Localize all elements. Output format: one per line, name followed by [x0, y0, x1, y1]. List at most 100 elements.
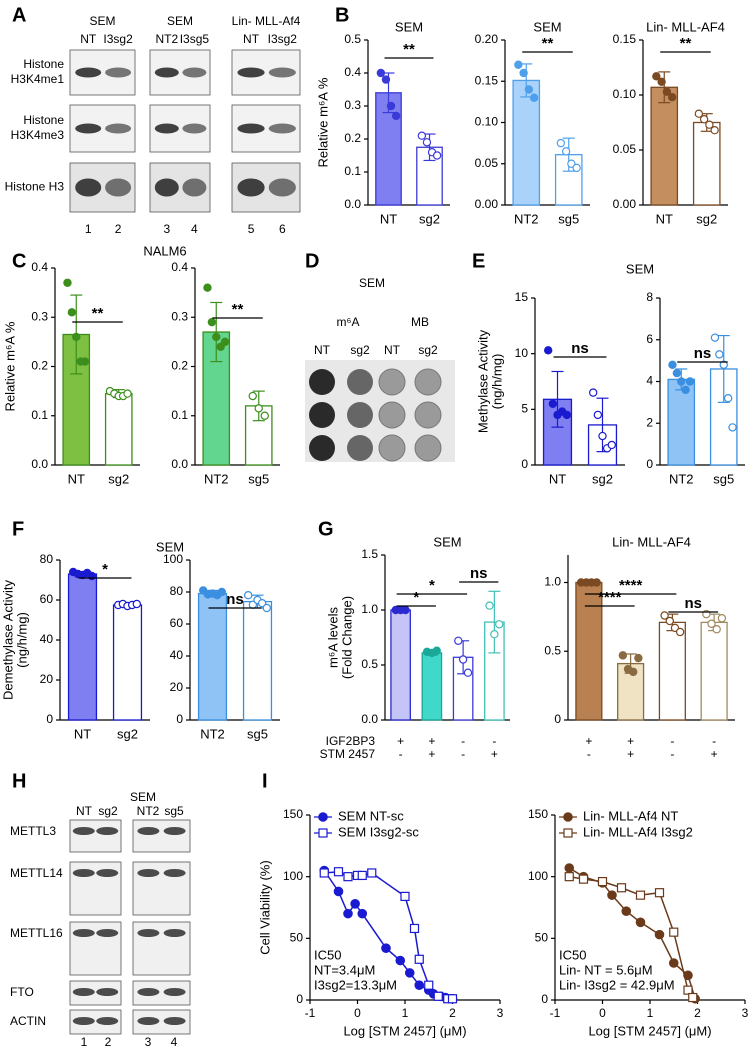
y-axis-label: (Fold Change): [339, 596, 354, 679]
y-tick-label: 2: [646, 415, 653, 429]
data-point: [681, 385, 690, 395]
y-tick-label: 0: [176, 712, 183, 726]
marker: [688, 992, 698, 1003]
data-point: [454, 636, 463, 646]
blot-band: [154, 67, 179, 78]
y-tick-label: 0.0: [171, 457, 188, 471]
data-point: [254, 404, 263, 413]
x-tick-label: sg5: [247, 726, 268, 741]
marker: [635, 917, 646, 928]
blot-band: [105, 123, 132, 134]
y-tick-label: 0.10: [475, 115, 499, 129]
x-axis-label: Log [STM 2457] (μM): [343, 1023, 466, 1038]
data-point: [657, 77, 666, 87]
chart-title: SEM: [433, 534, 461, 549]
condition-sign: -: [492, 734, 496, 748]
chart-title: SEM: [626, 261, 654, 276]
x-tick-label: sg5: [248, 471, 269, 486]
marker: [564, 863, 575, 873]
lane-number: 1: [81, 1035, 88, 1049]
y-tick-label: 1.5: [361, 547, 378, 561]
y-tick-label: 15: [515, 290, 529, 304]
y-tick-label: 40: [40, 632, 54, 646]
significance-label: ns: [571, 340, 589, 357]
data-point: [217, 587, 226, 597]
lane-label: NT: [76, 804, 93, 818]
x-tick-label: sg2: [108, 471, 129, 486]
y-tick-label: 100: [528, 869, 548, 883]
x-tick-label: NT2: [204, 471, 229, 486]
condition-sign: -: [587, 747, 591, 761]
significance-label: **: [92, 305, 104, 322]
bar: [692, 121, 721, 206]
lane-label: sg5: [164, 804, 184, 818]
blot-band: [72, 929, 95, 937]
y-tick-label: 10: [515, 346, 529, 360]
y-tick-label: 0.2: [31, 359, 48, 373]
y-tick-label: 8: [646, 290, 653, 304]
panel-letter: A: [12, 4, 26, 26]
data-point: [220, 337, 230, 347]
y-tick-label: 0.3: [171, 309, 188, 323]
x-tick-label: NT: [380, 211, 397, 226]
lane-label: sg2: [350, 343, 370, 357]
row-label: METTL3: [10, 824, 56, 838]
blot-band: [163, 827, 186, 835]
x-tick-label: NT: [74, 726, 91, 741]
data-point: [544, 346, 553, 355]
marker: [367, 868, 377, 878]
significance-label: **: [232, 301, 244, 318]
data-point: [710, 125, 719, 135]
chart-title: Lin- MLL-AF4: [612, 534, 691, 549]
data-point: [67, 308, 77, 317]
panel-letter: G: [318, 518, 334, 540]
data-point: [707, 619, 716, 628]
y-tick-label: 0.0: [361, 712, 378, 726]
marker: [319, 868, 329, 878]
row-label: Histone H3: [5, 180, 65, 194]
data-point: [490, 630, 499, 639]
y-tick-label: 60: [40, 592, 54, 606]
data-point: [548, 399, 558, 408]
legend-marker: [318, 812, 328, 822]
annotation: IC50: [314, 947, 341, 962]
marker: [668, 958, 679, 968]
bar: [197, 592, 228, 721]
marker: [357, 870, 367, 881]
blot-band: [105, 178, 132, 197]
data-point: [207, 317, 217, 327]
marker: [447, 994, 458, 1004]
blot-group-title: SEM: [167, 14, 193, 28]
blot-title: SEM: [130, 790, 156, 804]
marker: [683, 985, 693, 995]
data-point: [212, 332, 221, 342]
data-point: [524, 85, 534, 94]
y-tick-label: 20: [170, 680, 184, 694]
data-point: [123, 389, 132, 398]
blot-title: SEM: [359, 276, 385, 290]
y-tick-label: 4: [646, 374, 653, 388]
y-tick-label: 0: [46, 712, 53, 726]
data-point: [260, 411, 269, 420]
y-tick-label: 100: [283, 869, 303, 883]
lane-label: sg2: [98, 804, 118, 818]
data-point: [672, 368, 682, 378]
y-axis-label: Cell Viability (%): [257, 860, 272, 954]
y-tick-label: 50: [290, 931, 304, 945]
marker: [409, 923, 420, 934]
data-point: [562, 410, 572, 420]
condition-sign: +: [428, 747, 435, 761]
y-tick-label: 5: [521, 402, 528, 416]
y-axis-label: (ng/h/mg): [14, 612, 29, 668]
data-point: [80, 357, 90, 366]
data-point: [665, 616, 674, 626]
y-tick-label: 80: [40, 552, 54, 566]
condition-sign: +: [627, 734, 634, 748]
blot-band: [163, 1017, 186, 1025]
blot-band: [137, 1017, 160, 1025]
data-point: [589, 388, 598, 397]
y-axis-label: (ng/h/mg): [489, 354, 504, 410]
condition-label: STM 2457: [320, 747, 376, 761]
bar: [112, 604, 143, 721]
